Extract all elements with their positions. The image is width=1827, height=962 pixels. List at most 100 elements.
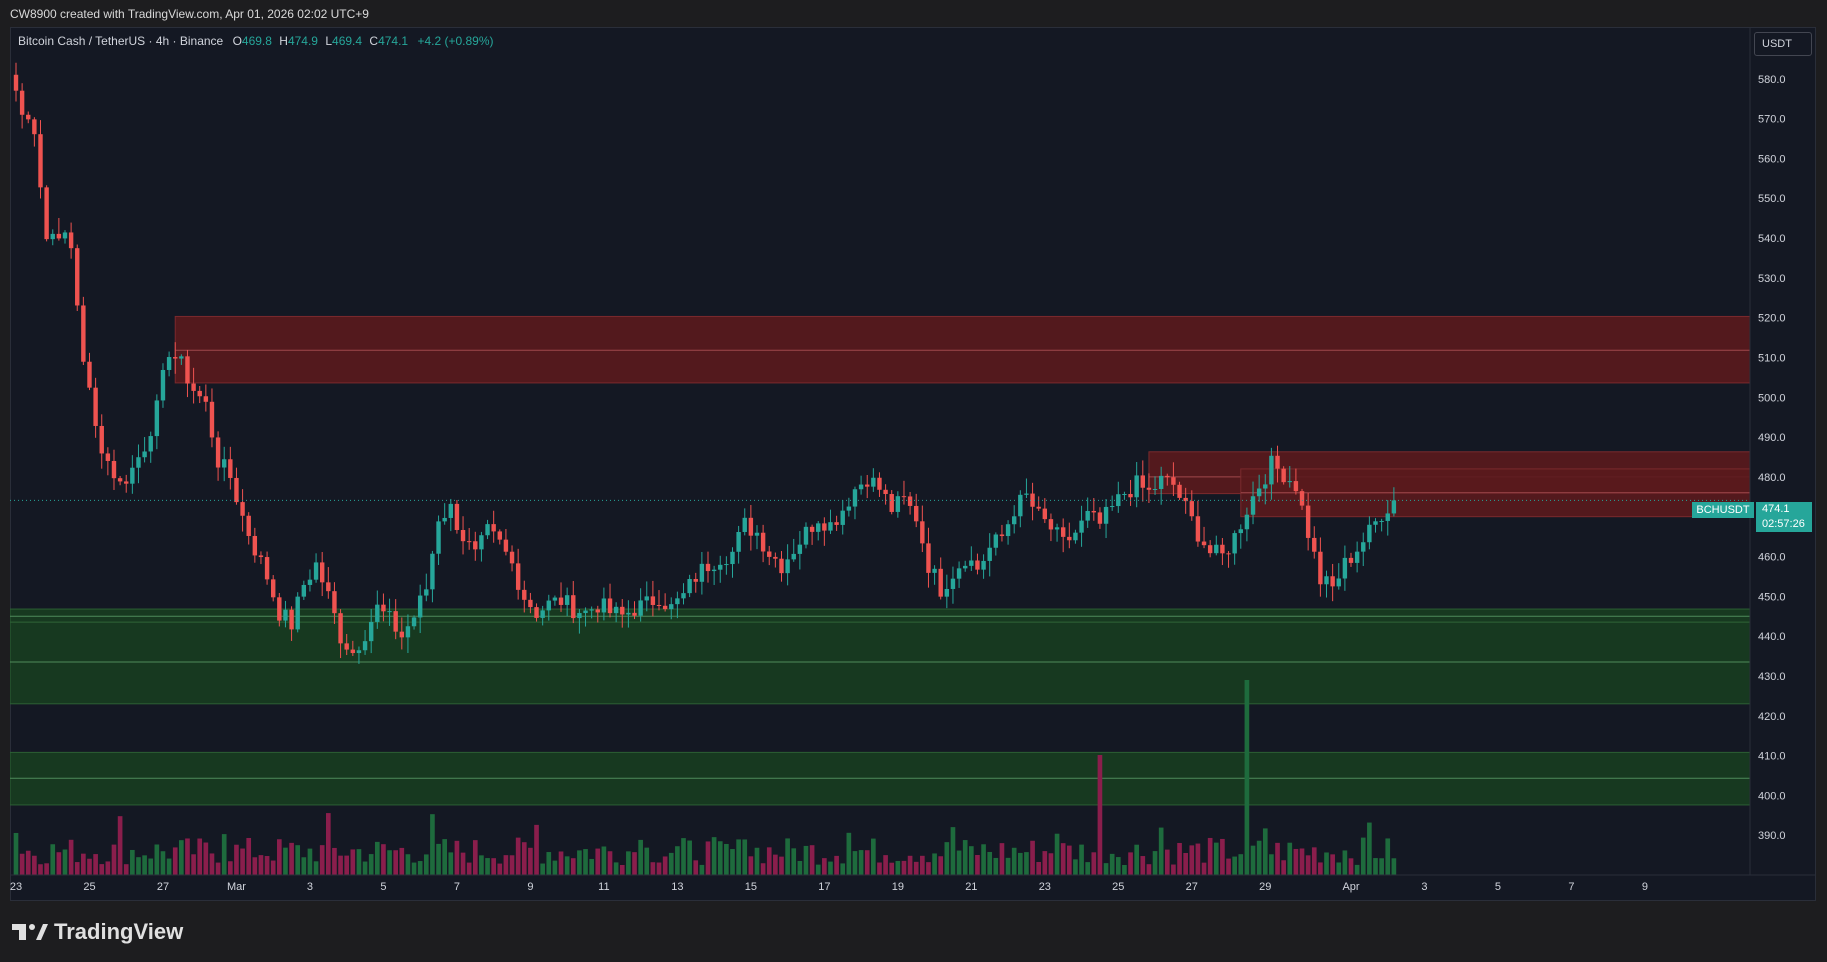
candle-body (387, 611, 392, 613)
volume-bar (828, 861, 833, 875)
volume-bar (852, 851, 858, 875)
candle-body (1293, 481, 1299, 492)
candle-body (228, 459, 233, 478)
candle-body (981, 560, 986, 570)
candle-body (613, 606, 619, 614)
volume-bar (350, 849, 356, 875)
candle-body (338, 613, 343, 644)
volume-bar (423, 854, 429, 875)
candle-body (166, 357, 172, 370)
volume-bar (766, 847, 772, 875)
zone-support (10, 621, 1751, 705)
x-tick-label: 7 (1568, 881, 1574, 893)
volume-bar (840, 863, 846, 875)
candle-body (773, 556, 778, 559)
volume-bar (344, 855, 350, 875)
candle-body (179, 356, 184, 359)
candle-body (1183, 497, 1188, 502)
volume-bar (632, 852, 637, 875)
volume-bar (264, 856, 270, 875)
x-tick-label: 5 (1495, 881, 1501, 893)
candle-body (1109, 506, 1115, 508)
currency-button[interactable]: USDT (1754, 32, 1812, 56)
candle-body (1091, 510, 1097, 513)
volume-bar (1195, 843, 1201, 875)
volume-bar (32, 855, 37, 875)
candle-body (381, 604, 386, 612)
last-price-tag: BCHUSDT 474.1 02:57:26 (1692, 502, 1812, 532)
y-tick-label: 420.0 (1758, 711, 1786, 723)
volume-bar (1354, 864, 1360, 875)
volume-bar (920, 855, 925, 875)
volume-bar (130, 849, 135, 875)
x-tick-label: 9 (1642, 881, 1648, 893)
candle-body (1048, 519, 1054, 530)
volume-bar (301, 857, 307, 875)
volume-bar (148, 858, 154, 875)
candle-body (1281, 468, 1286, 483)
legend-h-value: 474.9 (287, 34, 318, 48)
volume-bar (981, 844, 986, 875)
x-tick-label: 5 (380, 881, 386, 893)
candle-body (1030, 493, 1035, 507)
candle-body (136, 457, 141, 468)
volume-bar (1213, 842, 1219, 875)
candle-body (993, 534, 999, 548)
candle-body (460, 529, 466, 542)
volume-bar (1226, 858, 1231, 875)
volume-bar (240, 848, 245, 875)
candle-body (767, 551, 772, 557)
candle-body (699, 563, 705, 582)
volume-bar (975, 854, 980, 875)
legend-l-label: L (325, 34, 333, 48)
tradingview-logo[interactable]: TradingView (12, 916, 183, 948)
candle-body (1256, 488, 1262, 497)
candle-body (558, 597, 564, 605)
volume-bar (803, 845, 809, 875)
candle-body (1177, 484, 1182, 498)
volume-bar (56, 852, 62, 875)
volume-bar (1238, 854, 1244, 875)
candle-body (540, 610, 545, 618)
volume-bar (142, 855, 147, 875)
candle-body (277, 597, 282, 621)
volume-bar (1324, 852, 1329, 875)
candle-body (32, 119, 37, 135)
candle-body (246, 515, 251, 536)
volume-bar (797, 860, 803, 875)
candle-body (718, 564, 723, 570)
volume-bar (1140, 856, 1146, 875)
volume-bar (411, 862, 417, 875)
volume-bar (871, 838, 876, 875)
candle-body (1158, 475, 1164, 489)
candle-body (424, 589, 429, 596)
candle-body (191, 383, 196, 391)
volume-bar (987, 851, 993, 875)
volume-bar (1360, 837, 1366, 875)
volume-bar (889, 862, 895, 875)
volume-bar (405, 854, 411, 875)
candle-body (515, 563, 521, 590)
x-tick-label: 25 (1112, 881, 1124, 893)
candle-body (650, 596, 656, 605)
candle-body (466, 541, 472, 543)
volume-bar (699, 864, 705, 875)
volume-bar (1054, 833, 1060, 875)
volume-bar (228, 861, 233, 875)
volume-bar (1275, 842, 1280, 875)
candle-body (1263, 484, 1268, 489)
candle-body (44, 187, 49, 240)
volume-bar (1373, 858, 1378, 875)
volume-bar (203, 842, 209, 875)
volume-bar (123, 864, 129, 875)
volume-bar (1024, 852, 1029, 875)
x-tick-label: 17 (818, 881, 830, 893)
candle-body (497, 531, 502, 540)
y-tick-label: 550.0 (1758, 193, 1786, 205)
volume-bar (362, 861, 368, 875)
x-tick-label: 19 (892, 881, 904, 893)
legend-h-label: H (279, 34, 288, 48)
volume-bar (1036, 862, 1042, 875)
price-chart[interactable]: 590.0580.0570.0560.0550.0540.0530.0520.0… (10, 27, 1816, 901)
candle-body (1250, 496, 1256, 515)
